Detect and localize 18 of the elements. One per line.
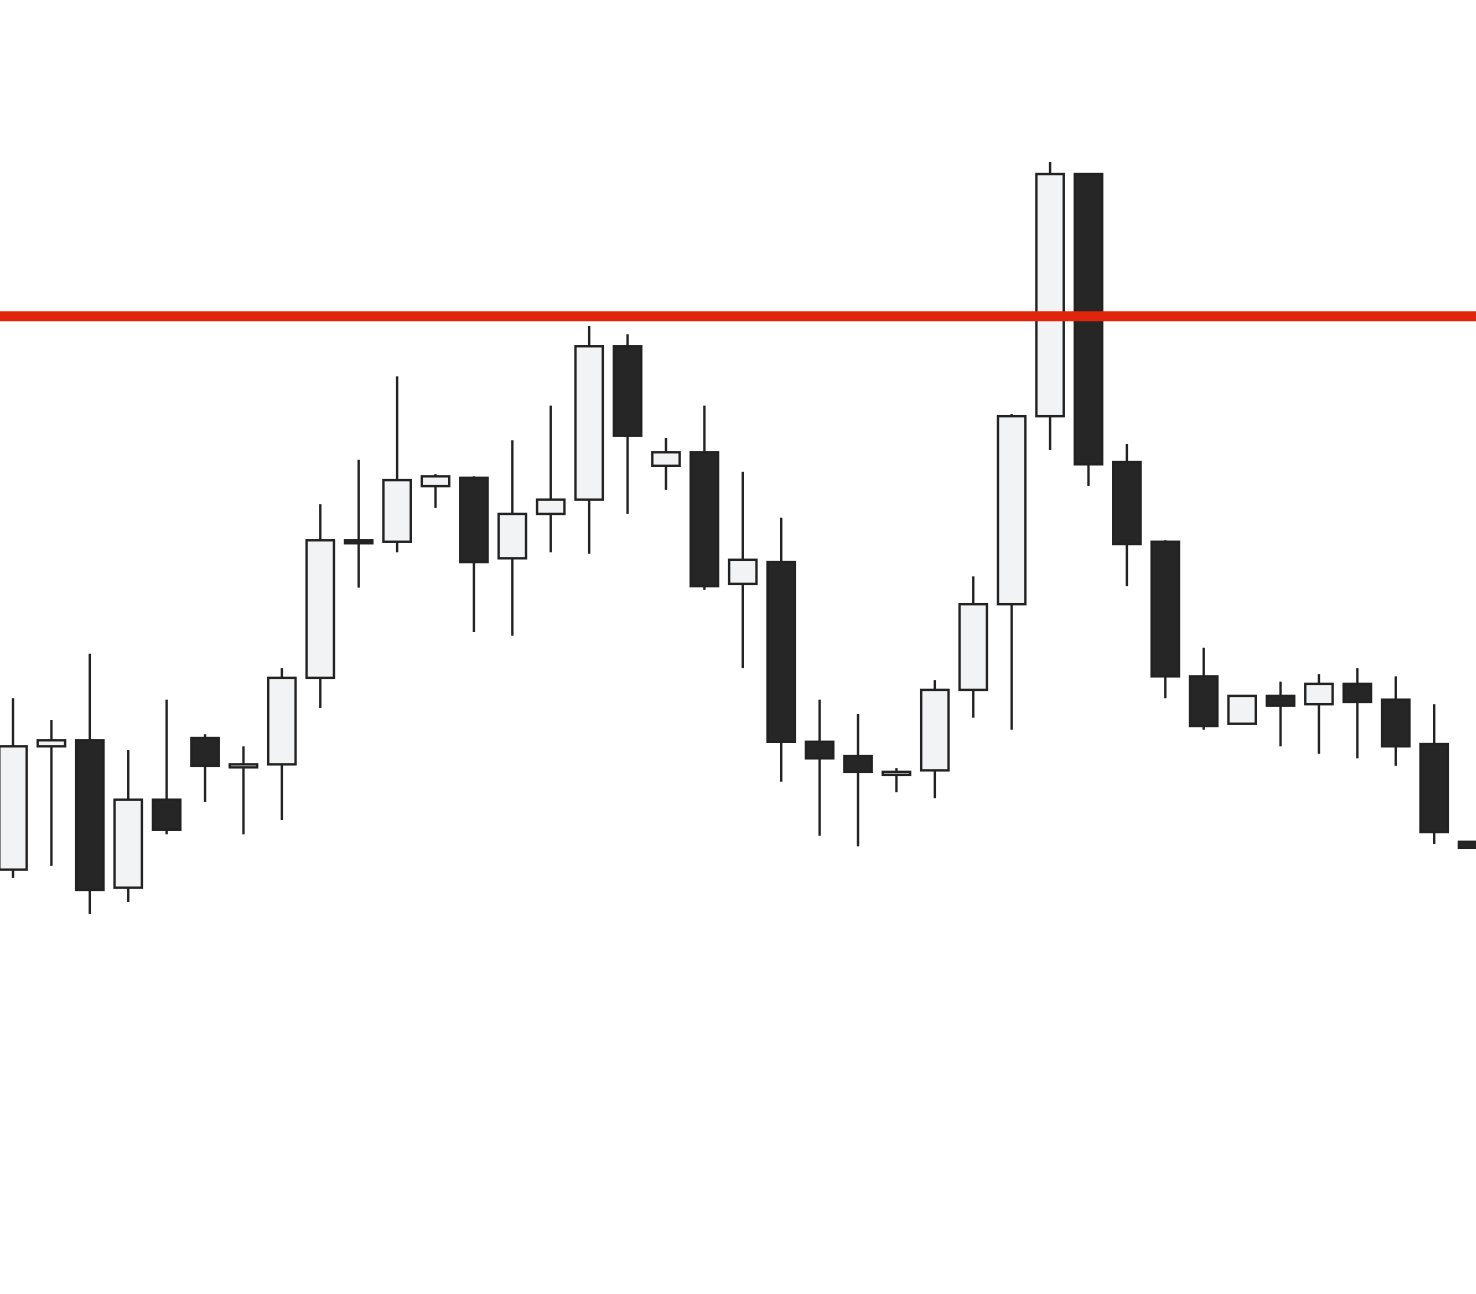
candlestick [420,472,451,510]
candlestick [343,458,374,589]
candlestick [1342,666,1373,760]
candlestick [190,733,220,804]
candlestick [1380,675,1411,768]
candlestick [36,718,67,868]
candlestick [843,712,873,848]
candlestick [228,745,259,836]
candlestick [881,766,912,794]
candlestick [1227,694,1258,725]
candlestick [804,698,835,837]
candlestick [1265,680,1296,748]
candlestick [1304,672,1334,756]
candlestick [497,439,528,637]
candlestick [727,470,758,670]
candlestick [151,698,182,836]
candlestick [535,404,566,554]
candlestick [651,436,681,492]
